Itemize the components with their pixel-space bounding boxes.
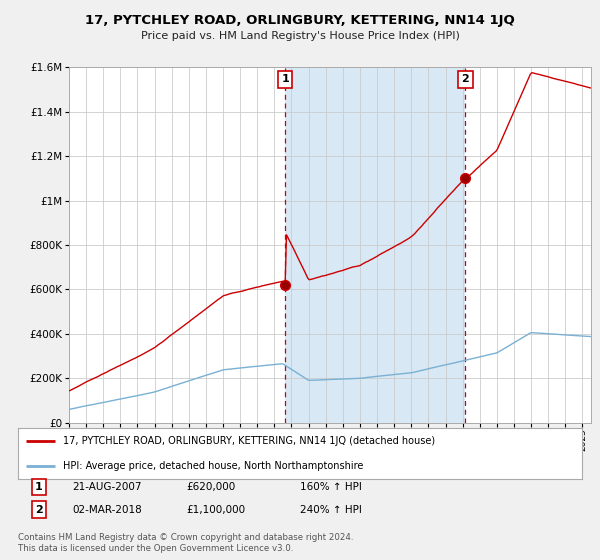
Text: Contains HM Land Registry data © Crown copyright and database right 2024.
This d: Contains HM Land Registry data © Crown c… <box>18 533 353 553</box>
Text: 21-AUG-2007: 21-AUG-2007 <box>72 482 142 492</box>
Bar <box>285 67 466 423</box>
Text: 17, PYTCHLEY ROAD, ORLINGBURY, KETTERING, NN14 1JQ: 17, PYTCHLEY ROAD, ORLINGBURY, KETTERING… <box>85 14 515 27</box>
Text: 240% ↑ HPI: 240% ↑ HPI <box>300 505 362 515</box>
Text: Price paid vs. HM Land Registry's House Price Index (HPI): Price paid vs. HM Land Registry's House … <box>140 31 460 41</box>
Text: 1: 1 <box>35 482 43 492</box>
Text: HPI: Average price, detached house, North Northamptonshire: HPI: Average price, detached house, Nort… <box>63 461 364 471</box>
Text: 2: 2 <box>35 505 43 515</box>
Text: 17, PYTCHLEY ROAD, ORLINGBURY, KETTERING, NN14 1JQ (detached house): 17, PYTCHLEY ROAD, ORLINGBURY, KETTERING… <box>63 436 435 446</box>
Text: 160% ↑ HPI: 160% ↑ HPI <box>300 482 362 492</box>
Text: 2: 2 <box>461 74 469 85</box>
Text: 02-MAR-2018: 02-MAR-2018 <box>72 505 142 515</box>
Text: £1,100,000: £1,100,000 <box>186 505 245 515</box>
Text: £620,000: £620,000 <box>186 482 235 492</box>
Text: 1: 1 <box>281 74 289 85</box>
